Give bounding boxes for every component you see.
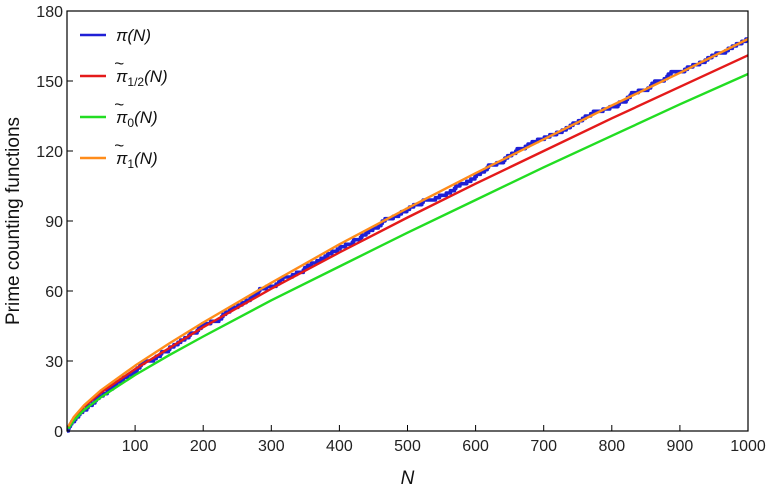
x-tick-label: 1000	[730, 438, 766, 455]
x-tick-label: 800	[598, 438, 625, 455]
series-line-0	[66, 37, 748, 433]
y-tick-label: 120	[36, 144, 63, 161]
x-tick-label: 500	[394, 438, 421, 455]
legend-label-0: π(N)	[116, 26, 151, 45]
x-tick-label: 400	[326, 438, 353, 455]
series-line-3	[67, 37, 749, 427]
x-tick-label: 200	[190, 438, 217, 455]
legend-tilde-2: ~	[114, 95, 124, 114]
series-line-1	[67, 54, 749, 429]
legend-tilde-3: ~	[114, 136, 124, 155]
y-tick-label: 30	[45, 354, 63, 371]
plot-frame	[66, 10, 749, 432]
x-tick-label: 100	[122, 438, 149, 455]
legend-label-1: π1/2(N)	[116, 67, 168, 89]
x-axis-title: N	[401, 468, 415, 488]
y-tick-label: 180	[36, 4, 63, 21]
y-tick-label: 0	[54, 424, 63, 441]
x-tick-label: 700	[530, 438, 557, 455]
y-tick-label: 150	[36, 74, 63, 91]
series-line-2	[67, 72, 749, 430]
ticks-layer: 100 200 300 400 500 600 700 800 900 1000 0 30 60 90 12…	[36, 4, 766, 455]
y-tick-label: 60	[45, 284, 63, 301]
x-tick-label: 300	[258, 438, 285, 455]
x-tick-label: 900	[667, 438, 694, 455]
legend-label-3: π1(N)	[116, 149, 158, 171]
series-layer	[66, 37, 749, 433]
legend-label-2: π0(N)	[116, 108, 158, 130]
y-axis-title: Prime counting functions	[3, 117, 24, 325]
x-tick-label: 600	[462, 438, 489, 455]
legend: π(N)π1/2(N)~π0(N)~π1(N)~	[80, 26, 168, 171]
y-tick-label: 90	[45, 214, 63, 231]
legend-tilde-1: ~	[114, 54, 124, 73]
